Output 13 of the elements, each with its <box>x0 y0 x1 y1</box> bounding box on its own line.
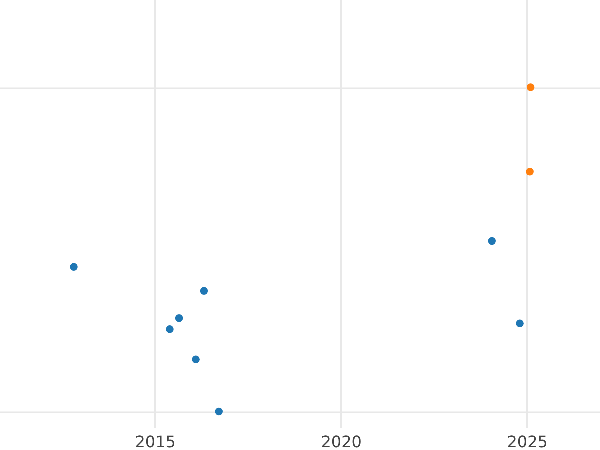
point <box>200 287 208 296</box>
point <box>166 326 174 334</box>
x-tick-label: 2025 <box>507 432 548 450</box>
point <box>70 263 78 272</box>
point <box>215 408 223 416</box>
point <box>526 168 534 176</box>
point <box>526 84 535 92</box>
point <box>175 314 184 322</box>
point <box>516 320 524 328</box>
x-tick-label: 2020 <box>321 432 362 450</box>
point <box>488 237 496 246</box>
x-tick-label: 2015 <box>135 432 176 450</box>
point <box>192 356 200 364</box>
